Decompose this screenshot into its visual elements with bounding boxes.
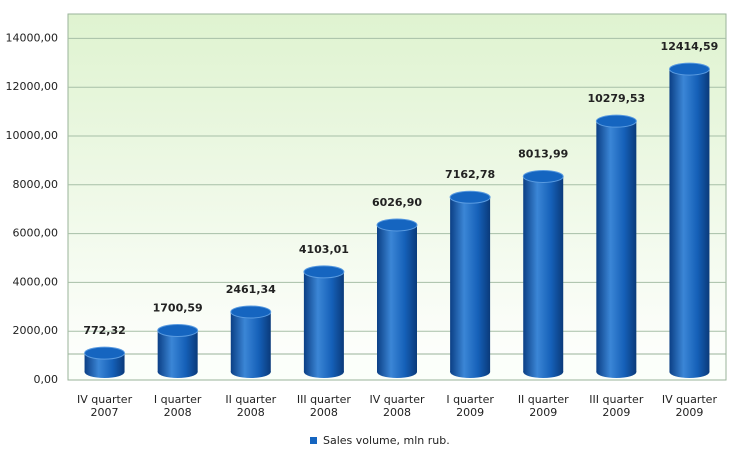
x-tick-line: 2008 (310, 406, 338, 419)
x-tick-line: 2007 (91, 406, 119, 419)
x-tick-line: III quarter (297, 393, 352, 406)
bar (450, 197, 491, 372)
bar-top (595, 114, 637, 128)
x-tick-label: IV quarter 2009 (662, 393, 718, 419)
y-tick-label: 14000,00 (6, 31, 59, 44)
x-tick-label: I quarter 2008 (154, 393, 202, 419)
bar (523, 176, 564, 372)
bar (596, 121, 637, 372)
bar-top (303, 265, 345, 279)
y-tick-label: 12000,00 (6, 80, 59, 93)
x-tick-label: IV quarter 2008 (369, 393, 425, 419)
data-label: 772,32 (83, 324, 125, 337)
bar-top (449, 190, 491, 204)
bar (377, 224, 417, 372)
x-tick-line: III quarter (589, 393, 644, 406)
bar-top (84, 346, 126, 360)
bar (157, 330, 198, 372)
x-tick-label: II quarter 2008 (225, 393, 276, 419)
bar (230, 311, 271, 372)
data-label: 10279,53 (587, 92, 645, 105)
x-tick-line: 2009 (456, 406, 484, 419)
bar-top (230, 305, 272, 319)
x-tick-line: 2009 (529, 406, 557, 419)
x-tick-line: II quarter (225, 393, 276, 406)
x-tick-label: I quarter 2009 (446, 393, 494, 419)
x-tick-line: 2009 (675, 406, 703, 419)
y-tick-label: 4000,00 (13, 275, 59, 288)
x-tick-line: II quarter (518, 393, 569, 406)
data-label: 4103,01 (299, 243, 349, 256)
x-tick-label: IV quarter 2007 (77, 393, 133, 419)
x-tick-line: 2008 (383, 406, 411, 419)
x-tick-line: I quarter (446, 393, 494, 406)
x-tick-line: IV quarter (369, 393, 425, 406)
data-label: 6026,90 (372, 196, 422, 209)
bar-top (668, 62, 710, 76)
bar (303, 271, 344, 372)
legend-swatch (310, 437, 317, 444)
y-tick-label: 10000,00 (6, 129, 59, 142)
data-label: 2461,34 (226, 283, 276, 296)
legend-label: Sales volume, mln rub. (323, 434, 450, 447)
data-label: 8013,99 (518, 147, 568, 160)
bar (669, 69, 710, 372)
x-tick-label: II quarter 2009 (518, 393, 569, 419)
y-tick-label: 0,00 (34, 373, 59, 386)
y-tick-label: 8000,00 (13, 178, 59, 191)
data-label: 12414,59 (661, 40, 719, 53)
x-tick-line: IV quarter (77, 393, 133, 406)
bar-top (376, 218, 418, 232)
y-tick-label: 2000,00 (13, 324, 59, 337)
x-tick-line: I quarter (154, 393, 202, 406)
x-tick-label: III quarter 2009 (589, 393, 644, 419)
x-tick-line: 2009 (602, 406, 630, 419)
data-label: 1700,59 (153, 302, 203, 315)
bar-top (157, 324, 199, 338)
x-tick-line: IV quarter (662, 393, 718, 406)
x-tick-line: 2008 (237, 406, 265, 419)
x-tick-line: 2008 (164, 406, 192, 419)
x-tick-label: III quarter 2008 (297, 393, 352, 419)
data-label: 7162,78 (445, 168, 495, 181)
bar-top (522, 169, 564, 183)
y-tick-label: 6000,00 (13, 227, 59, 240)
